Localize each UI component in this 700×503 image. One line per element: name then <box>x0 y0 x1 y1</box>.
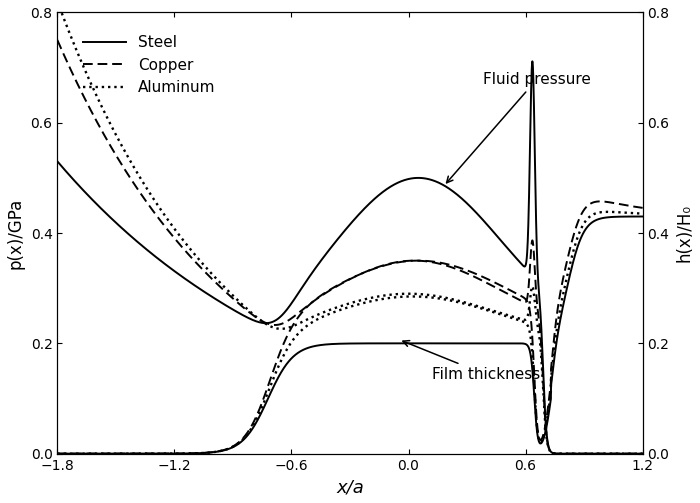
Copper <box>53 37 62 43</box>
Steel <box>551 451 559 457</box>
Aluminum <box>638 451 647 457</box>
Steel <box>592 451 600 457</box>
Text: Film thickness: Film thickness <box>403 341 540 382</box>
Steel <box>638 451 647 457</box>
Copper <box>299 306 307 312</box>
Steel <box>528 58 537 64</box>
Steel <box>304 276 312 282</box>
Steel <box>621 451 629 457</box>
Aluminum <box>299 318 307 324</box>
Line: Steel: Steel <box>57 61 643 454</box>
Legend: Steel, Copper, Aluminum: Steel, Copper, Aluminum <box>77 29 221 102</box>
Copper <box>638 451 647 457</box>
Y-axis label: p(x)/GPa: p(x)/GPa <box>7 197 25 269</box>
Steel <box>478 216 486 222</box>
Copper <box>592 451 600 457</box>
Copper <box>478 278 486 284</box>
Aluminum <box>592 451 600 457</box>
Steel <box>53 158 62 164</box>
Line: Copper: Copper <box>57 40 643 454</box>
Aluminum <box>478 304 486 310</box>
Aluminum <box>304 316 312 322</box>
Steel <box>299 283 307 289</box>
X-axis label: x/a: x/a <box>336 478 364 496</box>
Copper <box>304 302 312 308</box>
Copper <box>621 451 629 457</box>
Aluminum <box>551 451 559 457</box>
Y-axis label: h(x)/H₀: h(x)/H₀ <box>675 204 693 262</box>
Line: Aluminum: Aluminum <box>57 2 643 454</box>
Copper <box>331 284 340 290</box>
Copper <box>551 451 559 457</box>
Aluminum <box>331 305 340 311</box>
Steel <box>331 239 340 245</box>
Aluminum <box>621 451 629 457</box>
Aluminum <box>53 0 62 5</box>
Text: Fluid pressure: Fluid pressure <box>447 72 591 183</box>
